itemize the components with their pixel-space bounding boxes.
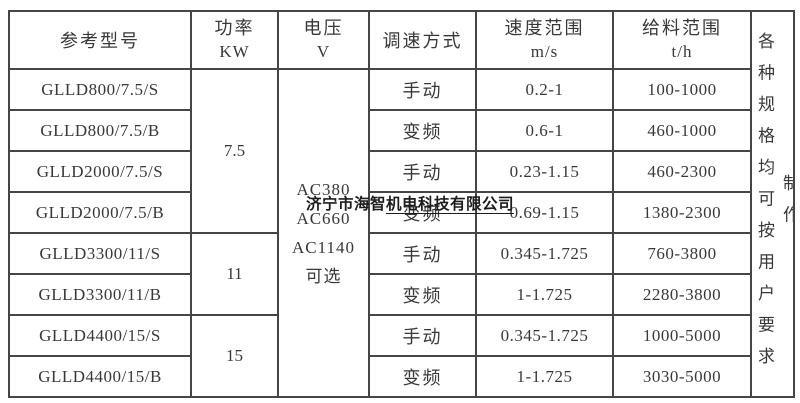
speed-range-cell: 0.23-1.15 xyxy=(475,150,614,193)
mode-cell: 手动 xyxy=(368,68,477,111)
speed-range-cell: 0.2-1 xyxy=(475,68,614,111)
table-row: GLLD2000/7.5/B 变频 0.69-1.15 1380-2300 xyxy=(8,191,794,234)
table-row: GLLD4400/15/S 15 手动 0.345-1.725 1000-500… xyxy=(8,314,794,398)
header-voltage-label: 电压 xyxy=(303,18,344,38)
voltage-option: 可选 xyxy=(305,267,342,286)
speed-range-cell: 0.6-1 xyxy=(475,109,614,152)
feed-range-cell: 460-1000 xyxy=(612,109,752,152)
model-cell: GLLD4400/15/B xyxy=(8,355,192,398)
header-power: 功率 KW xyxy=(190,10,279,70)
side-note-cell: 各种规格均可按用户要求制作 xyxy=(750,10,795,398)
voltage-option: AC1140 xyxy=(292,238,355,257)
header-speed-mode: 调速方式 xyxy=(368,10,477,70)
header-feed-range: 给料范围 t/h xyxy=(612,10,752,70)
model-cell: GLLD3300/11/B xyxy=(8,273,192,316)
mode-cell: 变频 xyxy=(368,191,477,234)
side-note-vertical-text: 各种规格均可按用户要求制作 xyxy=(755,31,794,379)
mode-cell: 变频 xyxy=(368,273,477,316)
header-speed-range: 速度范围 m/s xyxy=(475,10,614,70)
voltage-option: AC660 xyxy=(296,209,351,228)
table-row: GLLD800/7.5/B 变频 0.6-1 460-1000 xyxy=(8,109,794,152)
model-cell: GLLD3300/11/S xyxy=(8,232,192,275)
header-power-label: 功率 xyxy=(214,18,255,38)
company-watermark: 济宁市海智机电科技有限公司 xyxy=(306,192,515,214)
header-speed-range-unit: m/s xyxy=(530,42,559,61)
mode-cell: 手动 xyxy=(368,150,477,193)
mode-cell: 变频 xyxy=(368,109,477,152)
voltage-cell: AC380 AC660 AC1140 可选 xyxy=(277,68,370,398)
speed-range-cell: 1-1.725 xyxy=(475,273,614,316)
mode-cell: 变频 xyxy=(368,355,477,398)
feed-range-cell: 1000-5000 xyxy=(612,314,752,357)
table-row: GLLD3300/11/S 11 手动 0.345-1.725 760-3800 xyxy=(8,232,794,316)
header-power-unit: KW xyxy=(219,42,250,61)
feed-range-cell: 2280-3800 xyxy=(612,273,752,316)
table-row: GLLD4400/15/B 变频 1-1.725 3030-5000 xyxy=(8,355,794,398)
model-cell: GLLD800/7.5/B xyxy=(8,109,192,152)
spec-table: 参考型号 功率 KW 电压 V 调速方式 速度范围 m/s 给料范围 t/h 各… xyxy=(8,10,795,398)
header-speed-range-label: 速度范围 xyxy=(504,18,585,38)
model-cell: GLLD4400/15/S xyxy=(8,314,192,357)
feed-range-cell: 460-2300 xyxy=(612,150,752,193)
header-voltage: 电压 V xyxy=(277,10,370,70)
company-watermark-prefix: 济宁市海智 xyxy=(306,196,387,213)
speed-range-cell: 0.69-1.15 xyxy=(475,191,614,234)
speed-range-cell: 1-1.725 xyxy=(475,355,614,398)
table-row: GLLD800/7.5/S 7.5 AC380 AC660 AC1140 可选 … xyxy=(8,68,794,398)
power-group-cell: 15 xyxy=(190,314,279,398)
header-model: 参考型号 xyxy=(8,10,192,70)
feed-range-cell: 100-1000 xyxy=(612,68,752,111)
model-cell: GLLD2000/7.5/S xyxy=(8,150,192,193)
table-row: GLLD3300/11/B 变频 1-1.725 2280-3800 xyxy=(8,273,794,316)
header-feed-range-label: 给料范围 xyxy=(642,18,722,38)
speed-range-cell: 0.345-1.725 xyxy=(475,232,614,275)
power-group-cell: 7.5 xyxy=(190,68,279,234)
feed-range-cell: 1380-2300 xyxy=(612,191,752,234)
table-row: GLLD2000/7.5/S 手动 0.23-1.15 460-2300 xyxy=(8,150,794,193)
company-watermark-underlined: 机电科技有限公司 xyxy=(386,196,515,214)
feed-range-cell: 760-3800 xyxy=(612,232,752,275)
model-cell: GLLD800/7.5/S xyxy=(8,68,192,111)
mode-cell: 手动 xyxy=(368,232,477,275)
speed-range-cell: 0.345-1.725 xyxy=(475,314,614,357)
feed-range-cell: 3030-5000 xyxy=(612,355,752,398)
power-group-cell: 11 xyxy=(190,232,279,316)
mode-cell: 手动 xyxy=(368,314,477,357)
voltage-option: AC380 xyxy=(296,180,351,199)
header-feed-range-unit: t/h xyxy=(671,42,693,61)
table-header-row: 参考型号 功率 KW 电压 V 调速方式 速度范围 m/s 给料范围 t/h 各… xyxy=(8,10,795,398)
model-cell: GLLD2000/7.5/B xyxy=(8,191,192,234)
header-voltage-unit: V xyxy=(316,42,331,61)
